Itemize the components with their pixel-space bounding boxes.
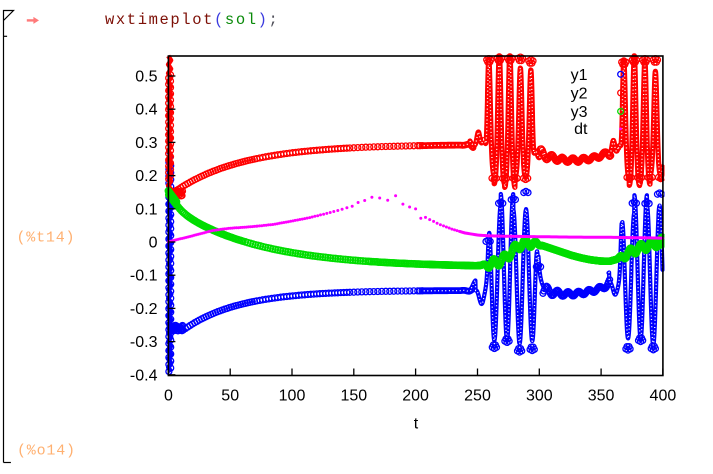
svg-text:t: t <box>414 416 419 433</box>
svg-text:dt: dt <box>574 121 588 138</box>
svg-text:200: 200 <box>402 387 429 404</box>
svg-text:250: 250 <box>464 387 491 404</box>
svg-text:150: 150 <box>340 387 367 404</box>
svg-text:350: 350 <box>588 387 615 404</box>
svg-text:100: 100 <box>279 387 306 404</box>
svg-text:0.3: 0.3 <box>135 135 157 152</box>
svg-text:(%t14): (%t14) <box>17 229 76 246</box>
svg-text:0.4: 0.4 <box>135 102 157 119</box>
svg-text:wxtimeplot(sol);: wxtimeplot(sol); <box>105 11 279 29</box>
svg-text:0: 0 <box>149 235 158 252</box>
svg-text:y3: y3 <box>571 104 588 121</box>
svg-text:50: 50 <box>221 387 239 404</box>
svg-text:-0.2: -0.2 <box>130 301 158 318</box>
svg-text:-0.4: -0.4 <box>130 367 158 384</box>
svg-text:0.1: 0.1 <box>135 201 157 218</box>
svg-text:400: 400 <box>650 387 677 404</box>
svg-text:0: 0 <box>164 387 173 404</box>
svg-text:-0.1: -0.1 <box>130 268 158 285</box>
svg-text:(%o14): (%o14) <box>17 443 76 460</box>
svg-text:-0.3: -0.3 <box>130 334 158 351</box>
svg-text:y1: y1 <box>571 67 588 84</box>
svg-text:0.2: 0.2 <box>135 168 157 185</box>
svg-text:300: 300 <box>526 387 553 404</box>
svg-text:y2: y2 <box>571 86 588 103</box>
svg-text:0.5: 0.5 <box>135 69 157 86</box>
